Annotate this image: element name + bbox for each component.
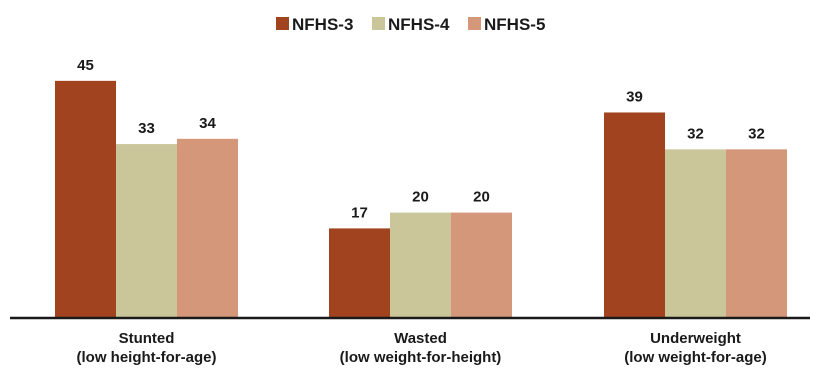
- legend-label-nfhs-5: NFHS-5: [484, 15, 545, 34]
- category-label-1-line-0: Wasted: [394, 330, 447, 347]
- category-label-2-line-1: (low weight-for-age): [624, 349, 767, 366]
- value-label-nfhs-5-2: 32: [748, 125, 765, 142]
- value-label-nfhs-3-1: 17: [351, 204, 368, 221]
- bar-nfhs-3-1: [329, 228, 390, 318]
- legend-swatch-nfhs-5: [468, 17, 481, 30]
- bar-nfhs-5-0: [177, 138, 238, 318]
- legend-label-nfhs-4: NFHS-4: [388, 15, 450, 34]
- category-label-0-line-0: Stunted: [119, 330, 175, 347]
- legend-label-nfhs-3: NFHS-3: [292, 15, 353, 34]
- legend: NFHS-3 NFHS-4 NFHS-5: [276, 15, 545, 34]
- category-labels: Stunted (low height-for-age) Wasted (low we…: [77, 330, 767, 366]
- value-label-nfhs-3-2: 39: [626, 88, 643, 105]
- value-label-nfhs-5-1: 20: [473, 189, 490, 206]
- value-label-nfhs-3-0: 45: [77, 57, 94, 74]
- category-label-1-line-1: (low weight-for-height): [340, 349, 502, 366]
- category-label-0-line-1: (low height-for-age): [77, 349, 217, 366]
- bar-nfhs-5-1: [451, 212, 512, 318]
- bars: [55, 80, 787, 318]
- legend-swatch-nfhs-3: [276, 17, 289, 30]
- bar-nfhs-4-1: [390, 212, 451, 318]
- legend-swatch-nfhs-4: [372, 17, 385, 30]
- category-label-2-line-0: Underweight: [650, 330, 741, 347]
- bar-nfhs-4-2: [665, 149, 726, 318]
- bar-nfhs-3-0: [55, 80, 116, 318]
- value-label-nfhs-4-1: 20: [412, 189, 429, 206]
- bar-nfhs-5-2: [726, 149, 787, 318]
- value-labels: 45 17 39 33 20 32 34 20 32: [77, 57, 765, 222]
- value-label-nfhs-4-2: 32: [687, 125, 704, 142]
- bar-nfhs-3-2: [604, 112, 665, 318]
- value-label-nfhs-4-0: 33: [138, 120, 155, 137]
- bar-nfhs-4-0: [116, 144, 177, 318]
- value-label-nfhs-5-0: 34: [199, 115, 216, 132]
